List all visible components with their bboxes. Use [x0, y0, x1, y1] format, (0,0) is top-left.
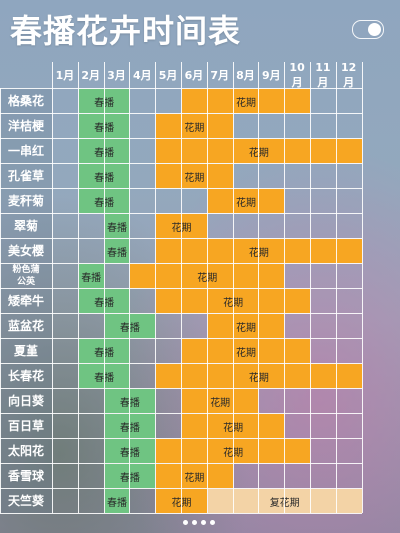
bloom-bar: 花期	[207, 314, 285, 338]
bloom-bar: 花期	[207, 189, 285, 213]
grid-line-vertical	[129, 62, 131, 513]
flower-name: 翠菊	[0, 213, 52, 238]
flower-name: 蓝盆花	[0, 313, 52, 338]
flower-name: 香雪球	[0, 463, 52, 488]
flower-name: 孔雀草	[0, 163, 52, 188]
grid-line-horizontal	[0, 213, 362, 214]
flower-name: 洋桔梗	[0, 113, 52, 138]
flower-name: 百日草	[0, 413, 52, 438]
grid-line-horizontal	[0, 163, 362, 164]
month-header: 5月	[158, 69, 178, 82]
grid-line-horizontal	[0, 363, 362, 364]
grid-line-horizontal	[0, 463, 362, 464]
grid-line-horizontal	[0, 313, 362, 314]
month-header: 1月	[55, 69, 75, 82]
month-header: 7月	[210, 69, 230, 82]
flower-name: 夏堇	[0, 338, 52, 363]
grid-line-vertical	[155, 62, 157, 513]
grid-line-vertical	[0, 88, 1, 513]
bloom-bar: 花期	[182, 89, 310, 113]
grid-line-horizontal	[0, 388, 362, 389]
grid-line-vertical	[77, 62, 79, 513]
bloom-bar: 花期	[156, 114, 233, 138]
grid-line-vertical	[181, 62, 182, 513]
flower-name: 太阳花	[0, 438, 52, 463]
grid-line-horizontal	[0, 238, 362, 239]
bloom-bar: 花期	[182, 339, 310, 363]
spring-bar: 春播	[78, 264, 104, 288]
spring-bar: 春播	[104, 214, 130, 238]
bloom-bar: 花期	[182, 389, 259, 413]
grid-line-horizontal	[0, 188, 362, 189]
grid-line-horizontal	[0, 413, 362, 414]
grid-line-horizontal	[0, 338, 362, 339]
grid-line-vertical	[361, 62, 363, 513]
month-header: 3月	[107, 69, 126, 82]
grid-line-vertical	[284, 62, 286, 513]
toggle-icon[interactable]	[352, 20, 384, 39]
page-dot[interactable]	[183, 520, 188, 525]
month-header: 2月	[81, 69, 101, 82]
grid-line-vertical	[52, 62, 53, 513]
flower-name: 粉色蒲 公英	[0, 263, 52, 288]
month-header: 10月	[289, 60, 305, 89]
flower-name: 矮牵牛	[0, 288, 52, 313]
month-header: 4月	[132, 69, 152, 82]
flower-name: 一串红	[0, 138, 52, 163]
schedule-grid: 1月2月3月4月5月6月7月8月9月10月11月12月格桑花春播花期洋桔梗春播花…	[0, 60, 400, 526]
grid-line-horizontal	[0, 438, 362, 439]
month-header: 9月	[261, 69, 281, 82]
page-indicator[interactable]	[183, 520, 215, 525]
flower-name: 向日葵	[0, 388, 52, 413]
month-header: 11月	[315, 60, 331, 89]
grid-line-vertical	[335, 62, 337, 513]
flower-name: 天竺葵	[0, 488, 52, 513]
flower-name-line: 公英	[16, 276, 35, 287]
flower-name: 美女樱	[0, 238, 52, 263]
grid-line-vertical	[310, 62, 311, 513]
month-header: 8月	[236, 69, 255, 82]
page-title: 春播花卉时间表	[10, 12, 242, 50]
page-dot[interactable]	[192, 520, 197, 525]
page-dot[interactable]	[201, 520, 206, 525]
spring-bar: 春播	[104, 239, 130, 263]
month-header: 6月	[184, 69, 204, 82]
flower-name-line: 粉色蒲	[12, 264, 40, 275]
grid-line-vertical	[232, 62, 234, 513]
bloom-bar: 花期	[156, 464, 233, 488]
grid-line-vertical	[258, 62, 260, 513]
flower-name: 长春花	[0, 363, 52, 388]
month-header: 12月	[341, 60, 357, 89]
flower-name: 格桑花	[0, 88, 52, 113]
bloom-bar: 花期	[156, 164, 233, 188]
spring-bar: 春播	[104, 489, 130, 513]
page-dot[interactable]	[210, 520, 215, 525]
grid-line-horizontal	[0, 88, 362, 89]
flower-name: 麦秆菊	[0, 188, 52, 213]
grid-line-horizontal	[0, 488, 362, 489]
grid-line-vertical	[206, 62, 208, 513]
grid-line-vertical	[103, 62, 105, 513]
grid-line-horizontal	[0, 138, 362, 139]
grid-line-horizontal	[0, 113, 362, 114]
grid-line-horizontal	[0, 513, 362, 514]
grid-line-horizontal	[0, 288, 362, 289]
toggle-knob	[368, 23, 381, 36]
grid-line-horizontal	[0, 263, 362, 264]
